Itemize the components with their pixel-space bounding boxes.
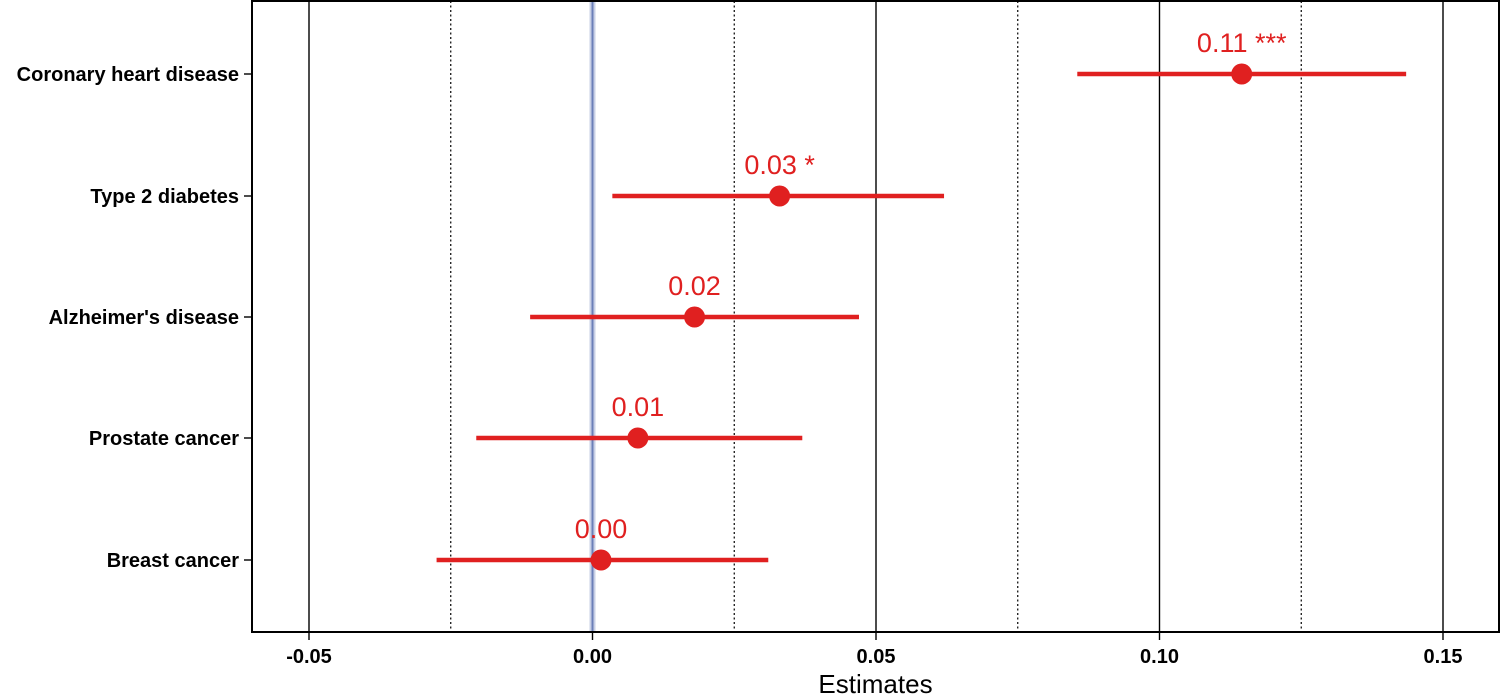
x-tick-label: -0.05 xyxy=(286,646,332,668)
estimate-label: 0.00 xyxy=(575,514,628,544)
estimate-label: 0.02 xyxy=(668,271,721,301)
y-category-label: Alzheimer's disease xyxy=(49,307,239,329)
y-category-label: Type 2 diabetes xyxy=(90,186,239,208)
x-axis-title: Estimates xyxy=(818,669,932,695)
estimate-point xyxy=(684,306,706,328)
estimate-point xyxy=(1231,63,1253,85)
estimate-point xyxy=(590,549,612,571)
y-category-label: Breast cancer xyxy=(107,550,240,572)
estimate-label: 0.01 xyxy=(612,392,665,422)
y-category-label: Prostate cancer xyxy=(89,428,239,450)
estimate-point xyxy=(627,427,649,449)
y-category-label: Coronary heart disease xyxy=(17,64,239,86)
x-tick-label: 0.10 xyxy=(1140,646,1179,668)
x-tick-label: 0.00 xyxy=(573,646,612,668)
x-tick-label: 0.05 xyxy=(857,646,896,668)
estimate-label: 0.11 *** xyxy=(1197,28,1287,58)
estimate-label: 0.03 * xyxy=(744,150,815,180)
x-tick-label: 0.15 xyxy=(1424,646,1463,668)
estimate-point xyxy=(769,185,791,207)
